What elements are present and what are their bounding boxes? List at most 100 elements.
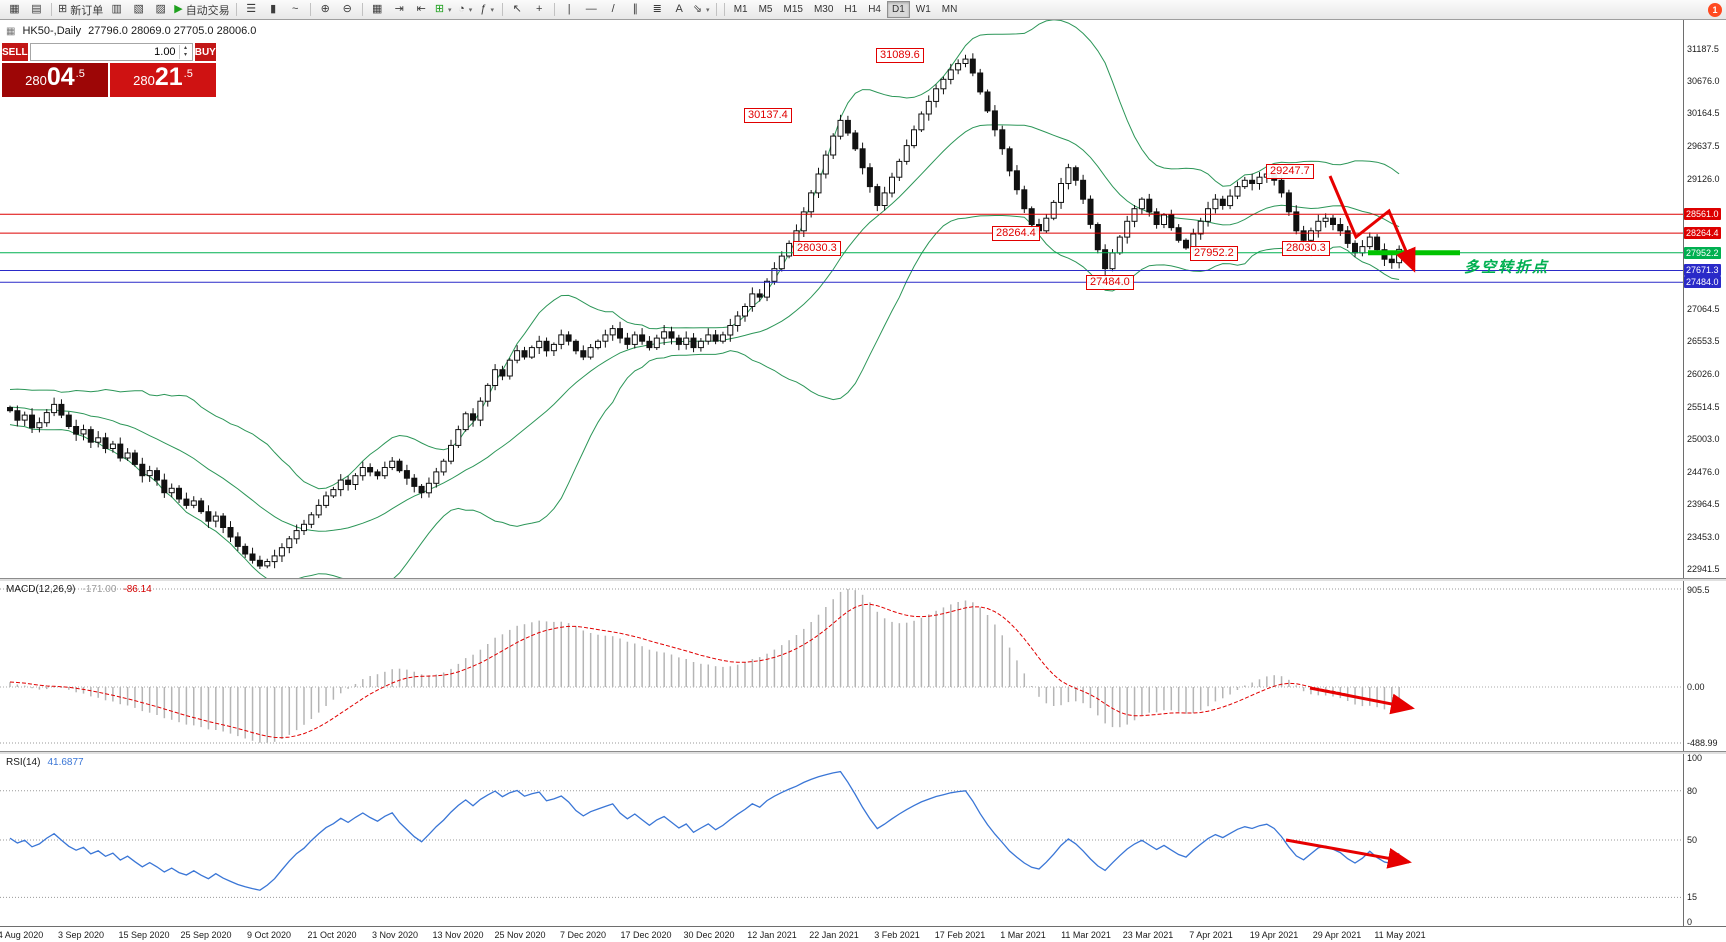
macd-pane[interactable]	[0, 581, 1683, 751]
trend-arrow[interactable]	[1328, 175, 1416, 273]
price-annotation[interactable]: 28030.3	[793, 241, 841, 256]
candlestick-chart-icon[interactable]: ▮	[263, 1, 284, 18]
time-axis-label: 3 Feb 2021	[874, 930, 920, 940]
price-level-tick: 28264.4	[1684, 227, 1721, 239]
toolbar-separator	[309, 3, 311, 16]
autotrading-glyph: ▶	[174, 3, 183, 15]
toolbar-separator	[715, 3, 717, 16]
line-chart-icon[interactable]: ~	[285, 1, 306, 18]
volume-up-icon[interactable]: ▴	[184, 45, 188, 51]
arrows-icon[interactable]: ⇘ ▾	[691, 1, 712, 18]
fibonacci-icon[interactable]: ≣	[647, 1, 668, 18]
timeframe-m5[interactable]: M5	[758, 4, 773, 15]
price-annotation[interactable]: 28030.3	[1282, 241, 1330, 256]
price-tick: 25514.5	[1687, 402, 1720, 412]
horizontal-line-icon[interactable]: —	[581, 1, 602, 18]
time-axis-label: 11 May 2021	[1374, 930, 1426, 940]
new-chart-icon[interactable]: ⊞ ▾	[433, 1, 454, 18]
macd-main-value: -171.00	[82, 584, 117, 595]
chart-shift-icon[interactable]: ⇤	[411, 1, 432, 18]
text-label-icon[interactable]: A	[669, 1, 690, 18]
price-tick: 31187.5	[1687, 44, 1719, 54]
trendline-icon[interactable]: /	[603, 1, 624, 18]
chevron-down-icon[interactable]: ▾	[468, 6, 473, 14]
timeframe-m15[interactable]: M15	[783, 4, 803, 15]
timeframe-w1[interactable]: W1	[915, 4, 931, 15]
chart-profiles-icon-glyph: ▤	[31, 3, 42, 15]
timeframe-h1[interactable]: H1	[844, 4, 858, 15]
rsi-trend-arrow[interactable]	[1285, 838, 1412, 869]
pane-splitter[interactable]	[0, 578, 1726, 581]
price-annotation[interactable]: 30137.4	[744, 108, 792, 123]
data-window-icon-glyph: ▧	[133, 3, 144, 15]
pane-splitter[interactable]	[0, 751, 1726, 754]
volume-down-icon[interactable]: ▾	[184, 52, 188, 58]
bollinger-middle-band	[9, 124, 1400, 532]
time-axis-label: 15 Sep 2020	[118, 930, 170, 940]
bar-chart-icon[interactable]: ☰	[241, 1, 262, 18]
volume-input[interactable]	[30, 45, 179, 59]
data-window-icon[interactable]: ▧	[128, 1, 149, 18]
tile-windows-icon[interactable]: ▦	[367, 1, 388, 18]
crosshair-icon[interactable]: +	[529, 1, 550, 18]
price-annotation[interactable]: 29247.7	[1266, 164, 1314, 179]
price-annotation[interactable]: 27484.0	[1086, 275, 1134, 290]
bollinger-bands[interactable]	[9, 20, 1400, 578]
timeframe-mn[interactable]: MN	[941, 4, 958, 15]
autotrading-button[interactable]: ▶ 自动交易	[172, 1, 231, 18]
symbol-period: HK50-,Daily	[22, 25, 82, 37]
buy-price-big-digits: 21	[154, 63, 183, 91]
indicators-icon[interactable]: ƒ ▾	[477, 1, 498, 18]
buy-price[interactable]: 280 21.5	[110, 63, 216, 97]
buy-price-fraction: .5	[183, 68, 193, 80]
equidistant-channel-icon[interactable]: ∥	[625, 1, 646, 18]
chart-window-icon[interactable]: ▦	[4, 1, 25, 18]
new-order-button[interactable]: ⊞ 新订单	[56, 1, 105, 18]
toolbar-separator	[723, 3, 725, 16]
time-axis-label: 17 Dec 2020	[620, 930, 672, 940]
vertical-line-icon-glyph: |	[567, 3, 571, 15]
time-axis-label: 21 Oct 2020	[307, 930, 357, 940]
time-axis-label: 13 Nov 2020	[432, 930, 484, 940]
notification-badge[interactable]: 1	[1708, 2, 1722, 17]
price-tick: 22941.5	[1687, 564, 1720, 574]
sell-price[interactable]: 280 04.5	[2, 63, 108, 97]
price-annotation[interactable]: 31089.6	[876, 48, 924, 63]
candlestick-series	[7, 53, 1403, 569]
cursor-icon[interactable]: ↖	[507, 1, 528, 18]
macd-axis-tick: 0.00	[1687, 682, 1705, 692]
macd-trend-arrow[interactable]	[1309, 686, 1415, 715]
period-icon[interactable]: ◔ ▾	[455, 1, 476, 18]
navigator-icon[interactable]: ▨	[150, 1, 171, 18]
turning-point-note[interactable]: 多空转折点	[1464, 259, 1550, 276]
buy-button[interactable]: BUY	[194, 43, 216, 61]
main-chart-pane[interactable]	[0, 20, 1683, 578]
time-axis-label: 29 Apr 2021	[1312, 930, 1362, 940]
auto-scroll-icon-glyph: ⇥	[394, 3, 404, 15]
market-watch-icon[interactable]: ▥	[106, 1, 127, 18]
zoom-in-icon[interactable]: ⊕	[315, 1, 336, 18]
price-annotation[interactable]: 27952.2	[1190, 246, 1238, 261]
price-tick: 23453.0	[1687, 532, 1720, 542]
price-annotation[interactable]: 28264.4	[992, 226, 1040, 241]
arrows-icon-glyph: ⇘	[692, 3, 703, 15]
timeframe-m1[interactable]: M1	[733, 4, 748, 15]
zoom-in-icon-glyph: ⊕	[320, 3, 330, 15]
chevron-down-icon[interactable]: ▾	[490, 6, 494, 14]
chart-window[interactable]: 24 Aug 2020 3 Sep 2020 15 Sep 2020 25 Sep 2…	[0, 20, 1726, 942]
timeframe-h4[interactable]: H4	[868, 4, 881, 15]
zoom-out-icon[interactable]: ⊖	[337, 1, 358, 18]
chart-profiles-icon[interactable]: ▤	[26, 1, 47, 18]
macd-axis-tick: -488.99	[1687, 738, 1718, 748]
vertical-line-icon[interactable]: |	[559, 1, 580, 18]
chevron-down-icon[interactable]: ▾	[706, 6, 710, 14]
auto-scroll-icon[interactable]: ⇥	[389, 1, 410, 18]
timeframe-m30[interactable]: M30	[813, 4, 834, 15]
sell-button[interactable]: SELL	[2, 43, 28, 61]
time-axis[interactable]: 24 Aug 2020 3 Sep 2020 15 Sep 2020 25 Sep 2…	[0, 926, 1726, 942]
price-axis[interactable]	[1683, 20, 1726, 942]
chevron-down-icon[interactable]: ▾	[448, 6, 452, 14]
price-tick: 25003.0	[1687, 434, 1720, 444]
timeframe-d1[interactable]: D1	[887, 1, 910, 18]
rsi-pane[interactable]	[0, 754, 1683, 926]
